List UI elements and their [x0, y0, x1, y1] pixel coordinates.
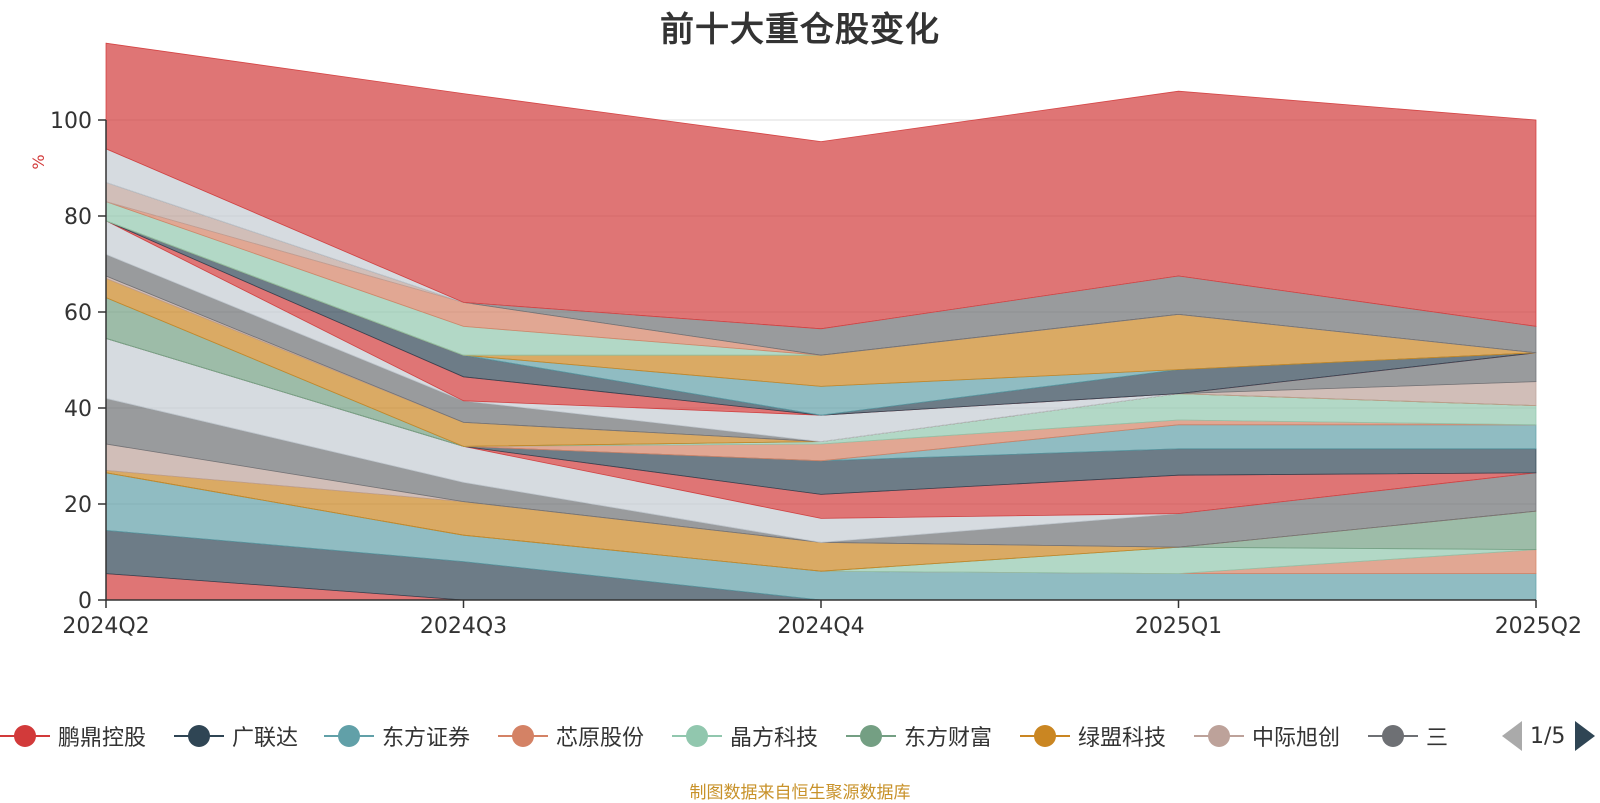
legend-page-indicator: 1/5 [1530, 723, 1566, 749]
legend-label: 东方财富 [904, 726, 993, 751]
y-axis-unit-label: % [29, 154, 48, 169]
y-axis-tick-label: 0 [78, 589, 92, 614]
legend-item[interactable]: 三 [1368, 718, 1448, 754]
axes: 0 20 40 60 80 100 2024Q2 2024Q3 2024Q4 2025Q1 2025… [50, 109, 1582, 639]
legend-label: 三 [1426, 726, 1449, 751]
y-axis-tick-label: 60 [64, 301, 92, 326]
x-axis-tick-label: 2025Q1 [1135, 614, 1222, 639]
legend-marker-icon [498, 718, 548, 754]
legend-marker-icon [324, 718, 374, 754]
x-axis-tick-label: 2024Q3 [420, 614, 507, 639]
legend-marker-icon [846, 718, 896, 754]
area-series [105, 42, 1537, 601]
data-source-note: 制图数据来自恒生聚源数据库 [689, 783, 911, 803]
legend-marker-icon [1194, 718, 1244, 754]
legend-item[interactable]: 中际旭创 [1194, 718, 1340, 754]
y-axis-tick-label: 20 [64, 493, 92, 518]
legend-label: 芯原股份 [556, 726, 645, 751]
legend-marker-icon [174, 718, 224, 754]
legend-prev-page-icon[interactable] [1502, 721, 1522, 751]
legend-item[interactable]: 东方财富 [846, 718, 992, 754]
legend-label: 晶方科技 [730, 726, 819, 751]
y-axis-tick-label: 80 [64, 205, 92, 230]
legend-pager: 1/5 [1500, 718, 1600, 754]
x-axis-tick-label: 2024Q4 [777, 614, 864, 639]
legend-item[interactable]: 广联达 [174, 718, 298, 754]
legend-item[interactable]: 芯原股份 [498, 718, 644, 754]
chart-title: 前十大重仓股变化 [660, 10, 940, 50]
legend-item[interactable]: 绿盟科技 [1020, 718, 1166, 754]
legend-next-page-icon[interactable] [1575, 721, 1596, 751]
y-axis-tick-label: 100 [50, 109, 92, 134]
legend-item[interactable]: 东方证券 [324, 718, 470, 754]
legend-marker-icon [0, 718, 50, 754]
legend-marker-icon [1020, 718, 1070, 754]
y-axis-tick-label: 40 [64, 397, 92, 422]
area-series-29[interactable] [105, 42, 1537, 330]
legend-label: 绿盟科技 [1078, 726, 1167, 751]
legend-marker-icon [672, 718, 722, 754]
legend: 鹏鼎控股 广联达 东方证券 芯原股份 晶方科技 东方财富 绿盟科技 中际旭创 三 [0, 718, 1480, 754]
legend-label: 中际旭创 [1252, 726, 1341, 751]
x-axis-tick-label: 2024Q2 [62, 614, 149, 639]
legend-item[interactable]: 晶方科技 [672, 718, 818, 754]
legend-marker-icon [1368, 718, 1418, 754]
legend-label: 广联达 [232, 726, 299, 751]
legend-label: 鹏鼎控股 [58, 726, 147, 751]
legend-item[interactable]: 鹏鼎控股 [0, 718, 146, 754]
legend-label: 东方证券 [382, 726, 471, 751]
x-axis-tick-label: 2025Q2 [1495, 614, 1582, 639]
